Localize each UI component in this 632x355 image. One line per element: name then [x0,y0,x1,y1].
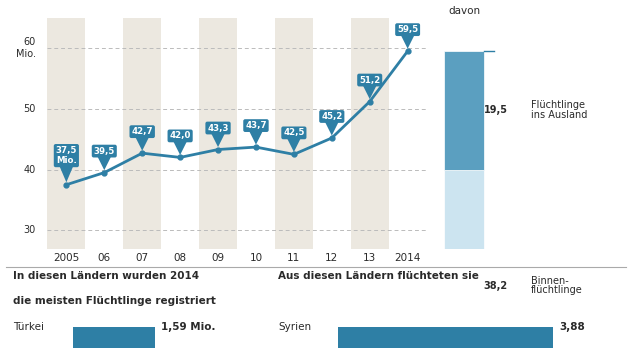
Text: 42,0: 42,0 [169,131,191,141]
Polygon shape [401,35,415,49]
Text: 45,2: 45,2 [321,112,343,121]
Bar [351,18,389,248]
Bar [73,327,155,348]
Bar [313,18,351,248]
Polygon shape [325,122,339,136]
Bar [47,18,85,248]
Bar [444,51,484,170]
Polygon shape [97,157,111,170]
Text: 37,5
Mio.: 37,5 Mio. [56,146,77,165]
Text: 43,3: 43,3 [207,124,229,132]
Bar [85,18,123,248]
Text: Türkei: Türkei [13,322,44,332]
Bar [237,18,275,248]
Text: 59,5: 59,5 [397,25,418,34]
Text: die meisten Flüchtlinge registriert: die meisten Flüchtlinge registriert [13,296,216,306]
Polygon shape [363,86,377,99]
Text: 30: 30 [24,225,36,235]
Text: 42,7: 42,7 [131,127,153,136]
Text: 39,5: 39,5 [94,147,115,155]
Text: In diesen Ländern wurden 2014: In diesen Ländern wurden 2014 [13,271,199,281]
Text: 3,88: 3,88 [559,322,585,332]
Text: 51,2: 51,2 [359,76,380,84]
Polygon shape [173,141,187,155]
Text: 60
Mio.: 60 Mio. [16,37,36,59]
Bar [199,18,237,248]
Polygon shape [249,131,263,145]
Text: Flüchtlinge: Flüchtlinge [531,100,585,110]
Text: 38,2: 38,2 [483,280,507,290]
Bar [275,18,313,248]
Text: flüchtlinge: flüchtlinge [531,285,583,295]
Bar [161,18,199,248]
Bar [123,18,161,248]
Bar [389,18,427,248]
Bar [338,327,553,348]
Text: 40: 40 [24,165,36,175]
Polygon shape [287,138,301,152]
Text: Syrien: Syrien [278,322,311,332]
Text: Binnen-: Binnen- [531,276,569,286]
Text: 42,5: 42,5 [283,129,305,137]
Polygon shape [135,137,149,151]
Text: 43,7: 43,7 [245,121,267,130]
Bar [444,170,484,355]
Text: 1,59 Mio.: 1,59 Mio. [161,322,216,332]
Polygon shape [59,166,73,182]
Text: ins Ausland: ins Ausland [531,110,587,120]
Text: Aus diesen Ländern flüchteten sie: Aus diesen Ländern flüchteten sie [278,271,479,281]
Polygon shape [211,133,225,147]
Text: 19,5: 19,5 [483,105,507,115]
Text: davon: davon [448,6,480,16]
Text: 50: 50 [23,104,36,114]
